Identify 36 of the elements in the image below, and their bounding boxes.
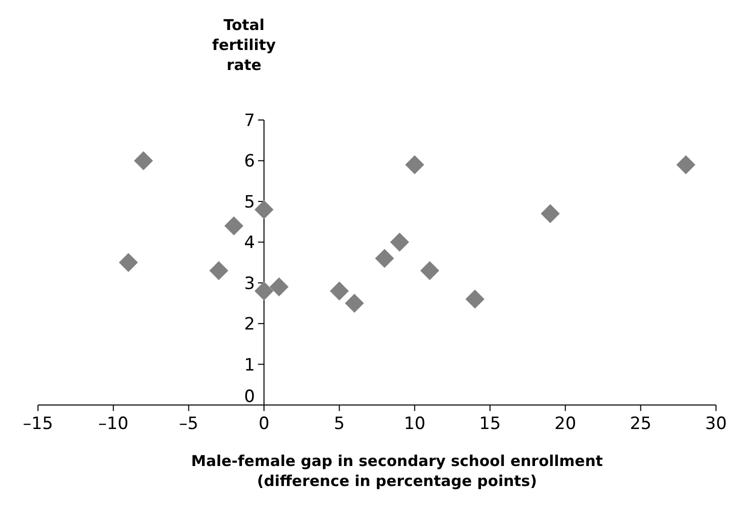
point (270, 277, 289, 296)
x-tick-label: –5 (179, 414, 198, 434)
y-tick-label: 4 (244, 233, 255, 254)
x-tick-label: 10 (404, 414, 426, 434)
point (375, 248, 394, 268)
point (344, 294, 364, 313)
y-tick-label: 1 (244, 355, 255, 376)
y-tick-label: 2 (244, 314, 255, 335)
point (254, 282, 274, 300)
point (420, 261, 440, 280)
point (676, 155, 696, 174)
y-tick-label: 0 (244, 387, 255, 407)
point (540, 204, 560, 224)
point (330, 282, 349, 300)
x-axis-title: Male-female gap in secondary school enrollment (difference in percentage points) (191, 452, 603, 490)
y-axis-title: Total fertility rate (212, 16, 276, 74)
x-tick-label: 5 (334, 414, 345, 434)
x-tick-label: 15 (479, 414, 501, 434)
x-tick-label: –15 (22, 414, 54, 434)
y-tick-label: 5 (244, 192, 255, 212)
y-tick-label: 3 (244, 274, 255, 294)
point (405, 155, 424, 174)
y-tick-label: 6 (244, 152, 255, 172)
x-tick-label: –10 (98, 414, 128, 434)
point (390, 232, 410, 252)
point (134, 151, 153, 170)
point (118, 253, 138, 272)
x-tick-label: 20 (554, 414, 576, 434)
point (224, 216, 244, 236)
point (254, 200, 274, 220)
point (465, 290, 484, 309)
x-tick-label: 30 (705, 414, 727, 434)
x-tick-label: 0 (258, 414, 270, 434)
x-tick-label: 25 (630, 414, 652, 434)
y-tick-label: 7 (244, 111, 255, 131)
point (209, 261, 228, 280)
